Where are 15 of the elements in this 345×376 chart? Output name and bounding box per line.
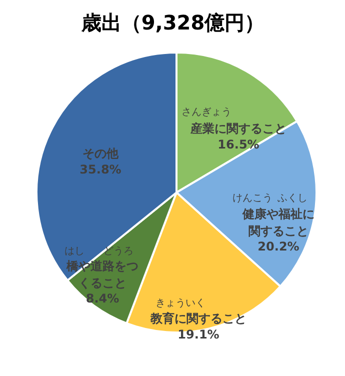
text: さんぎょう bbox=[182, 107, 232, 118]
slice-label: その他 bbox=[82, 146, 120, 160]
data-label: 8.4% bbox=[86, 292, 120, 306]
data-label: 19.1% bbox=[178, 328, 220, 342]
data-label: 35.8% bbox=[80, 162, 122, 176]
text: どうろ bbox=[104, 246, 134, 257]
text: ふくし bbox=[276, 193, 308, 204]
text: けんこう bbox=[232, 193, 272, 204]
chart-title: 歳出（9,328億円） bbox=[80, 10, 265, 34]
data-label: 20.2% bbox=[258, 240, 300, 254]
slice-label: 教育に関すること bbox=[150, 312, 246, 326]
slice-label: 健康や福祉に関すること bbox=[242, 207, 314, 238]
text: きょういく bbox=[156, 298, 206, 309]
slice-label: 橋や道路をつくること bbox=[66, 259, 138, 290]
text: はし bbox=[64, 246, 84, 257]
